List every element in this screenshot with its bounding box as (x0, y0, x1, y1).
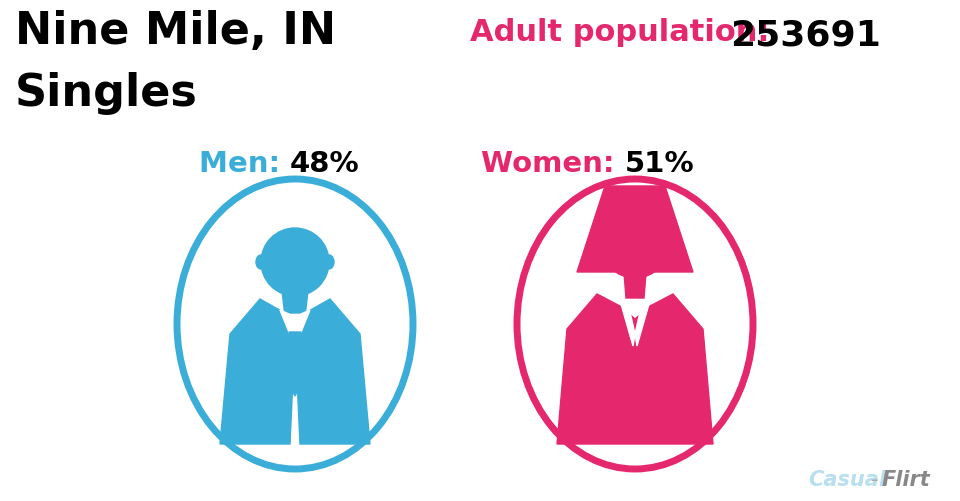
Text: Singles: Singles (15, 72, 198, 115)
Text: Women:: Women: (481, 150, 625, 178)
Text: Flirt: Flirt (882, 469, 931, 489)
Text: 253691: 253691 (730, 18, 881, 52)
Text: 51%: 51% (625, 150, 695, 178)
Polygon shape (220, 300, 295, 444)
Text: -: - (870, 469, 877, 489)
Ellipse shape (256, 256, 266, 270)
Text: Nine Mile, IN: Nine Mile, IN (15, 10, 336, 53)
Text: Men:: Men: (199, 150, 290, 178)
Polygon shape (295, 300, 370, 444)
Polygon shape (635, 305, 649, 346)
Text: Casual: Casual (808, 469, 886, 489)
Polygon shape (286, 332, 304, 396)
Ellipse shape (324, 256, 334, 270)
Polygon shape (557, 295, 713, 444)
Polygon shape (280, 311, 295, 342)
Text: Adult population:: Adult population: (470, 18, 780, 47)
Circle shape (261, 228, 329, 297)
Polygon shape (621, 305, 635, 346)
Circle shape (601, 210, 669, 279)
Polygon shape (624, 274, 646, 299)
Polygon shape (295, 311, 310, 342)
Polygon shape (577, 187, 693, 273)
Polygon shape (282, 292, 308, 313)
Text: 48%: 48% (290, 150, 360, 178)
